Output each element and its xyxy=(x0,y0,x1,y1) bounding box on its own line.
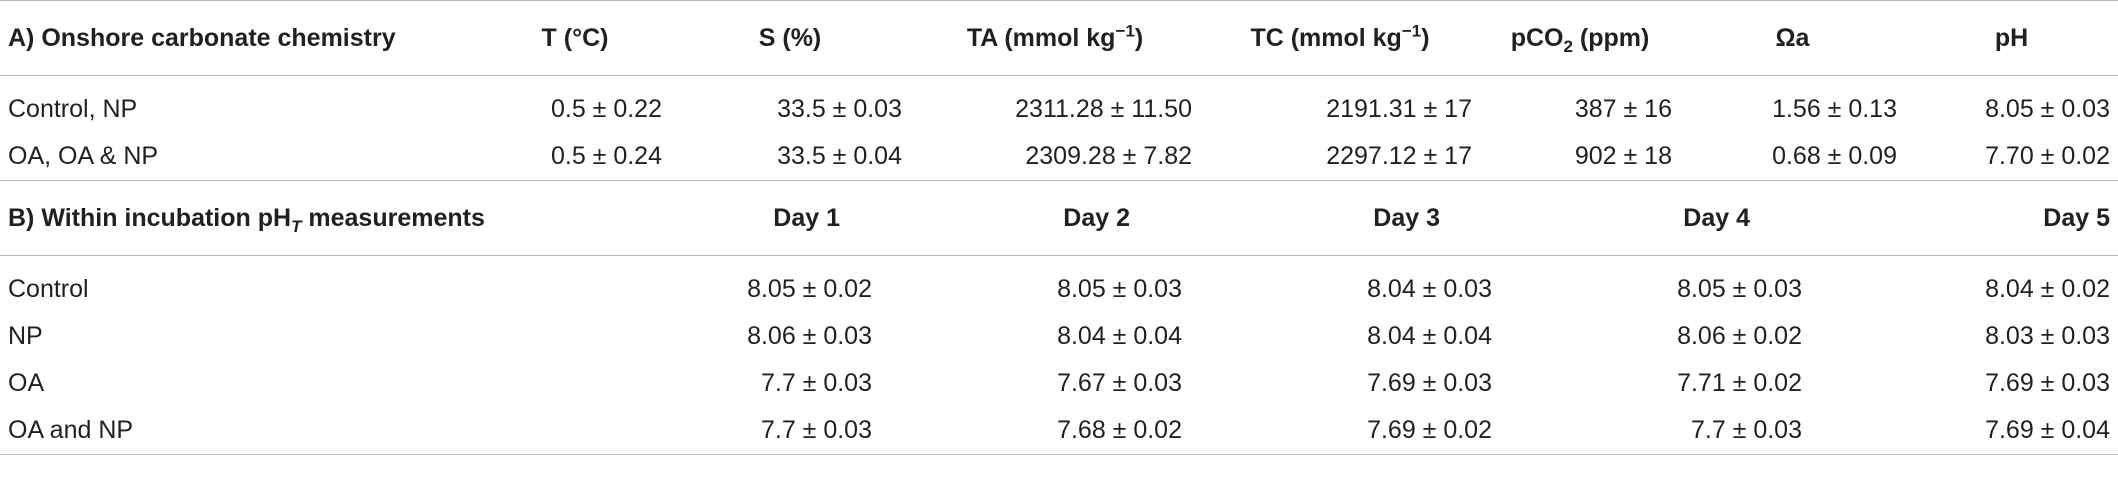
table-cell: 8.04 ± 0.04 xyxy=(1057,322,1182,350)
row-label: OA xyxy=(8,369,45,397)
row-label: NP xyxy=(8,322,43,350)
table-row: Control 8.05 ± 0.02 8.05 ± 0.03 8.04 ± 0… xyxy=(0,256,2118,314)
table-cell: 2191.31 ± 17 xyxy=(1326,95,1472,123)
table-cell: 7.68 ± 0.02 xyxy=(1057,416,1182,444)
table-row: OA and NP 7.7 ± 0.03 7.68 ± 0.02 7.69 ± … xyxy=(0,407,2118,455)
table-cell: 8.04 ± 0.03 xyxy=(1367,275,1492,303)
table-row: Control, NP 0.5 ± 0.22 33.5 ± 0.03 2311.… xyxy=(0,76,2118,134)
table-row: OA 7.7 ± 0.03 7.67 ± 0.03 7.69 ± 0.03 7.… xyxy=(0,360,2118,407)
section-b-title: B) Within incubation pHT measurements xyxy=(8,203,485,236)
table-cell: 7.67 ± 0.03 xyxy=(1057,369,1182,397)
row-label: OA and NP xyxy=(8,416,134,444)
table-cell: 7.69 ± 0.04 xyxy=(1985,416,2110,444)
table-cell: 8.04 ± 0.02 xyxy=(1985,275,2110,303)
column-header-day-1: Day 1 xyxy=(773,203,840,232)
column-header-temperature: T (°C) xyxy=(541,23,609,52)
column-header-day-3: Day 3 xyxy=(1373,203,1440,232)
table-cell: 0.68 ± 0.09 xyxy=(1772,142,1897,170)
column-header-day-5: Day 5 xyxy=(2043,203,2110,232)
incubation-ph-table: B) Within incubation pHT measurements Da… xyxy=(0,181,2118,455)
row-label: OA, OA & NP xyxy=(8,142,159,170)
table-cell: 902 ± 18 xyxy=(1574,142,1672,170)
table-cell: 7.69 ± 0.03 xyxy=(1985,369,2110,397)
table-cell: 7.7 ± 0.03 xyxy=(760,369,872,397)
column-header-pco2: pCO2 (ppm) xyxy=(1510,23,1650,56)
column-header-total-carbon: TC (mmol kg−1) xyxy=(1250,21,1430,52)
table-cell: 0.5 ± 0.24 xyxy=(550,142,662,170)
table-cell: 7.69 ± 0.02 xyxy=(1367,416,1492,444)
onshore-carbonate-table: A) Onshore carbonate chemistry T (°C) S … xyxy=(0,0,2118,181)
section-a-title: A) Onshore carbonate chemistry xyxy=(8,23,396,52)
table-row: NP 8.06 ± 0.03 8.04 ± 0.04 8.04 ± 0.04 8… xyxy=(0,313,2118,360)
column-header-salinity: S (%) xyxy=(758,23,822,52)
table-cell: 8.04 ± 0.04 xyxy=(1367,322,1492,350)
table-row: OA, OA & NP 0.5 ± 0.24 33.5 ± 0.04 2309.… xyxy=(0,133,2118,181)
table-cell: 8.05 ± 0.02 xyxy=(747,275,872,303)
row-label: Control xyxy=(8,275,89,303)
table-cell: 8.06 ± 0.02 xyxy=(1677,322,1802,350)
table-cell: 8.05 ± 0.03 xyxy=(1985,95,2110,123)
column-header-day-4: Day 4 xyxy=(1683,203,1750,232)
row-label: Control, NP xyxy=(8,95,138,123)
table-cell: 33.5 ± 0.03 xyxy=(777,95,902,123)
table-cell: 2297.12 ± 17 xyxy=(1326,142,1472,170)
table-cell: 1.56 ± 0.13 xyxy=(1772,95,1897,123)
table-cell: 7.7 ± 0.03 xyxy=(760,416,872,444)
section-b-header-row: B) Within incubation pHT measurements Da… xyxy=(0,181,2118,256)
column-header-omega-aragonite: Ωa xyxy=(1775,23,1810,52)
table-cell: 2309.28 ± 7.82 xyxy=(1025,142,1192,170)
table-cell: 8.05 ± 0.03 xyxy=(1057,275,1182,303)
table-cell: 2311.28 ± 11.50 xyxy=(1015,95,1192,123)
column-header-day-2: Day 2 xyxy=(1063,203,1130,232)
table-cell: 8.05 ± 0.03 xyxy=(1677,275,1802,303)
column-header-total-alkalinity: TA (mmol kg−1) xyxy=(966,21,1144,52)
table-cell: 8.06 ± 0.03 xyxy=(747,322,872,350)
table-cell: 7.7 ± 0.03 xyxy=(1690,416,1802,444)
table-cell: 33.5 ± 0.04 xyxy=(777,142,902,170)
table-cell: 8.03 ± 0.03 xyxy=(1985,322,2110,350)
section-a-header-row: A) Onshore carbonate chemistry T (°C) S … xyxy=(0,0,2118,76)
table-cell: 0.5 ± 0.22 xyxy=(550,95,662,123)
table-cell: 387 ± 16 xyxy=(1574,95,1672,123)
table-cell: 7.69 ± 0.03 xyxy=(1367,369,1492,397)
column-header-ph: pH xyxy=(1994,23,2029,52)
table-cell: 7.71 ± 0.02 xyxy=(1677,369,1802,397)
table-cell: 7.70 ± 0.02 xyxy=(1985,142,2110,170)
